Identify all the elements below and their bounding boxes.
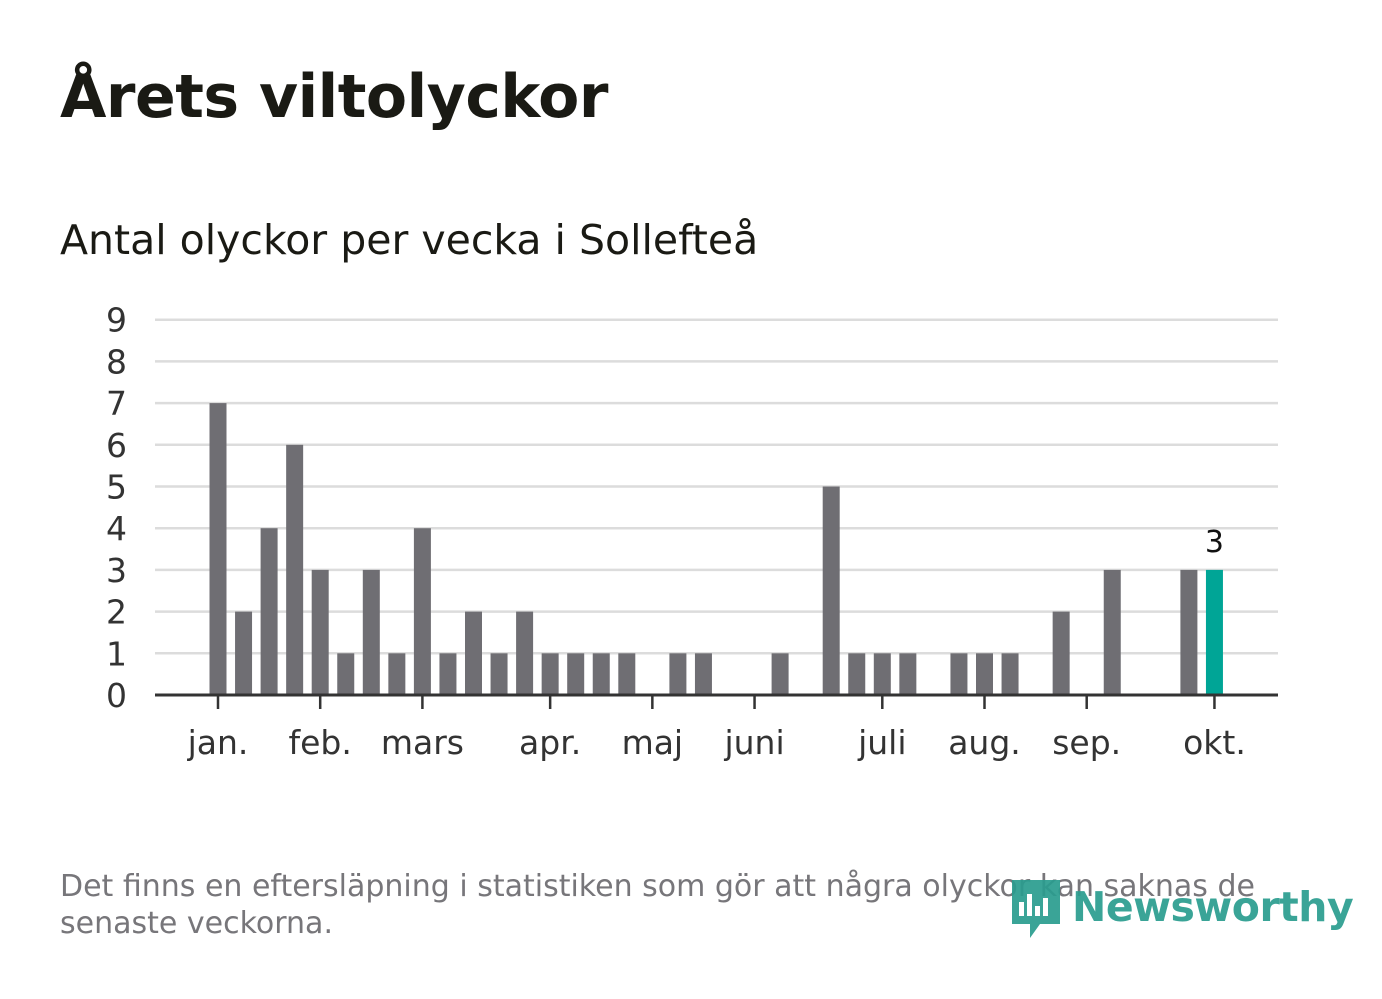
bar [388,653,406,695]
bar [1103,569,1121,695]
brand-logo: Newsworthy [1010,872,1354,942]
x-tick-label: aug. [948,723,1021,762]
bar [362,569,380,695]
bars [209,403,1223,695]
bar [439,653,457,695]
y-tick-label: 3 [106,551,127,590]
bar [822,486,840,695]
y-tick-label: 6 [106,426,127,465]
x-tick-label: jan. [187,723,249,762]
y-tick-label: 9 [106,301,127,340]
bar [694,653,712,695]
y-tick-label: 1 [106,634,127,673]
bar [976,653,993,695]
x-tick-label: okt. [1183,723,1246,762]
bar [950,653,968,695]
bar [592,653,610,695]
y-tick-label: 8 [106,342,127,381]
x-tick-label: feb. [289,723,352,762]
bar [209,403,227,695]
bar [516,611,534,695]
bar [873,653,891,695]
bar [490,653,508,695]
bar [1052,611,1070,695]
bar [848,653,866,695]
bar [669,653,687,695]
gridlines [155,318,1278,655]
y-tick-label: 5 [106,468,127,507]
x-tick-label: juli [857,723,906,762]
x-tick-label: sep. [1052,723,1121,762]
bar [311,569,329,695]
y-tick-label: 4 [106,509,127,548]
bar [618,653,636,695]
bar [260,528,278,695]
bar [235,611,253,695]
y-tick-label: 7 [106,384,127,423]
x-tick-label: apr. [519,723,581,762]
y-tick-label: 0 [106,676,127,715]
x-tick-label: maj [622,723,684,762]
data-labels: 3 [1205,525,1224,560]
x-tick-label: mars [381,723,464,762]
bar [337,653,355,695]
bar [899,653,917,695]
brand-name: Newsworthy [1072,883,1354,931]
highlight-value-label: 3 [1205,525,1224,560]
chart-title: Årets viltolyckor [60,62,609,132]
chart-subtitle: Antal olyckor per vecka i Sollefteå [60,216,759,264]
newsworthy-logo-icon [1012,880,1060,938]
x-tick-label: juni [723,723,784,762]
bar [1180,569,1198,695]
bar [541,653,559,695]
bar [286,444,304,695]
bar [1205,569,1223,695]
bar [1001,653,1019,695]
y-tick-label: 2 [106,593,127,632]
bar [567,653,585,695]
x-axis-ticks: jan. feb. mars apr. maj juni juli aug. sep. okt. [187,695,1246,762]
bar [413,528,431,695]
bar [771,653,789,695]
bar [465,611,482,695]
